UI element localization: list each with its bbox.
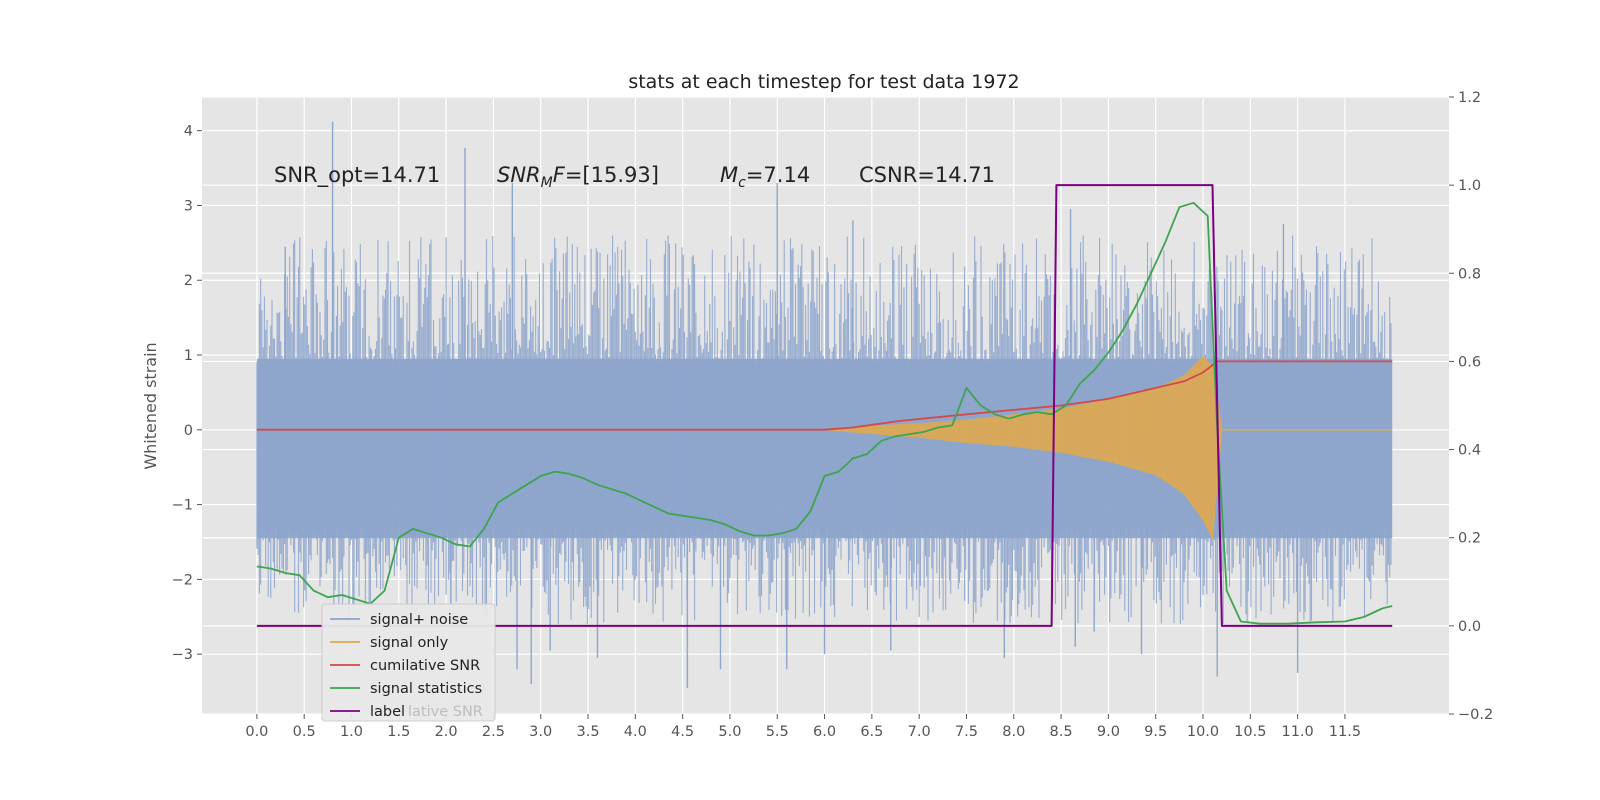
x-tick-label: 3.5 <box>576 724 599 740</box>
plot-content <box>256 121 1393 688</box>
y-tick-label: 2 <box>184 273 193 289</box>
x-tick-label: 2.5 <box>482 724 505 740</box>
x-tick-label: 9.0 <box>1097 724 1120 740</box>
y2-tick-label: 0.2 <box>1458 531 1481 547</box>
annotation-suffix-rest: =[15.93] <box>565 163 659 187</box>
legend-entry: signal+ noise <box>370 612 468 628</box>
y2-tick-label: −0.2 <box>1458 707 1493 723</box>
x-tick-label: 11.0 <box>1281 724 1313 740</box>
y-tick-label: −3 <box>172 647 193 663</box>
x-tick-label: 6.5 <box>860 724 883 740</box>
y2-tick-label: 0.8 <box>1458 266 1481 282</box>
x-tick-label: 5.5 <box>766 724 789 740</box>
axes: 0.0 0.5 1.0 1.5 2.0 2.5 3.0 3.5 4.0 4.5 5.0 5.5 6.0 6… <box>172 90 1494 740</box>
x-tick-label: 1.5 <box>387 724 410 740</box>
annotation-3: CSNR=14.71 <box>859 163 995 187</box>
annotation-symbol: SNR <box>497 163 541 187</box>
y-tick-label: 0 <box>184 423 193 439</box>
signal-only-area <box>824 355 1223 540</box>
series-line <box>256 201 1393 625</box>
annotation-0: SNR_opt=14.71 <box>274 163 440 188</box>
x-tick-label: 10.0 <box>1187 724 1219 740</box>
legend-entry: signal statistics <box>370 681 482 697</box>
chart-title: stats at each timestep for test data 197… <box>628 71 1019 93</box>
x-tick-label: 0.5 <box>293 724 316 740</box>
x-tick-label: 6.0 <box>813 724 836 740</box>
x-tick-label: 9.5 <box>1144 724 1167 740</box>
x-tick-label: 10.5 <box>1234 724 1266 740</box>
y2-tick-label: 0.0 <box>1458 619 1481 635</box>
x-tick-label: 7.0 <box>908 724 931 740</box>
y2-tick-label: 0.6 <box>1458 354 1481 370</box>
x-tick-label: 5.0 <box>718 724 741 740</box>
annotation-prefix: SNR_opt=14.71 <box>274 163 440 188</box>
annotation-subscript: c <box>738 175 746 191</box>
annotation-prefix: CSNR=14.71 <box>859 163 995 187</box>
annotation-subscript: M <box>541 175 553 191</box>
annotation-suffix: =7.14 <box>746 163 810 187</box>
x-tick-label: 11.5 <box>1329 724 1361 740</box>
x-tick-label: 0.0 <box>245 724 268 740</box>
annotations: SNR_opt=14.71 SNRMF=[15.93] Mc=7.14 CSNR=14… <box>274 163 995 191</box>
legend: signal+ noise signal only cumilative SNR si… <box>321 603 496 722</box>
x-tick-label: 8.5 <box>1050 724 1073 740</box>
series-signal-statistics <box>256 201 1393 625</box>
y2-tick-label: 1.0 <box>1458 178 1481 194</box>
legend-entry: cumilative SNR <box>370 658 480 674</box>
annotation-suffix-italic: F <box>553 163 566 187</box>
y2-tick-label: 1.2 <box>1458 90 1481 106</box>
legend-box <box>321 603 496 722</box>
y2-tick-label: 0.4 <box>1458 443 1481 459</box>
legend-ghost-text: lative SNR <box>408 704 483 720</box>
x-tick-label: 3.0 <box>529 724 552 740</box>
legend-entry: signal only <box>370 635 449 651</box>
y-tick-label: 3 <box>184 198 193 214</box>
y-tick-label: 1 <box>184 348 193 364</box>
series-line <box>256 184 1393 627</box>
annotation-1: SNRMF=[15.93] <box>497 163 659 191</box>
y-tick-label: 4 <box>184 124 193 140</box>
x-tick-label: 4.0 <box>624 724 647 740</box>
legend-entry: label <box>370 704 405 720</box>
x-tick-label: 4.5 <box>671 724 694 740</box>
y-axis-label: Whitened strain <box>141 342 160 469</box>
y-tick-label: −2 <box>172 572 193 588</box>
x-tick-label: 7.5 <box>955 724 978 740</box>
x-tick-label: 8.0 <box>1002 724 1025 740</box>
x-tick-label: 2.0 <box>435 724 458 740</box>
x-tick-label: 1.0 <box>340 724 363 740</box>
y-tick-label: −1 <box>172 498 193 514</box>
series-label <box>256 184 1393 627</box>
annotation-suffix: F=[15.93] <box>553 163 659 187</box>
annotation-symbol: M <box>720 163 738 187</box>
annotation-2: Mc=7.14 <box>720 163 810 191</box>
series-signal-only <box>824 355 1393 540</box>
